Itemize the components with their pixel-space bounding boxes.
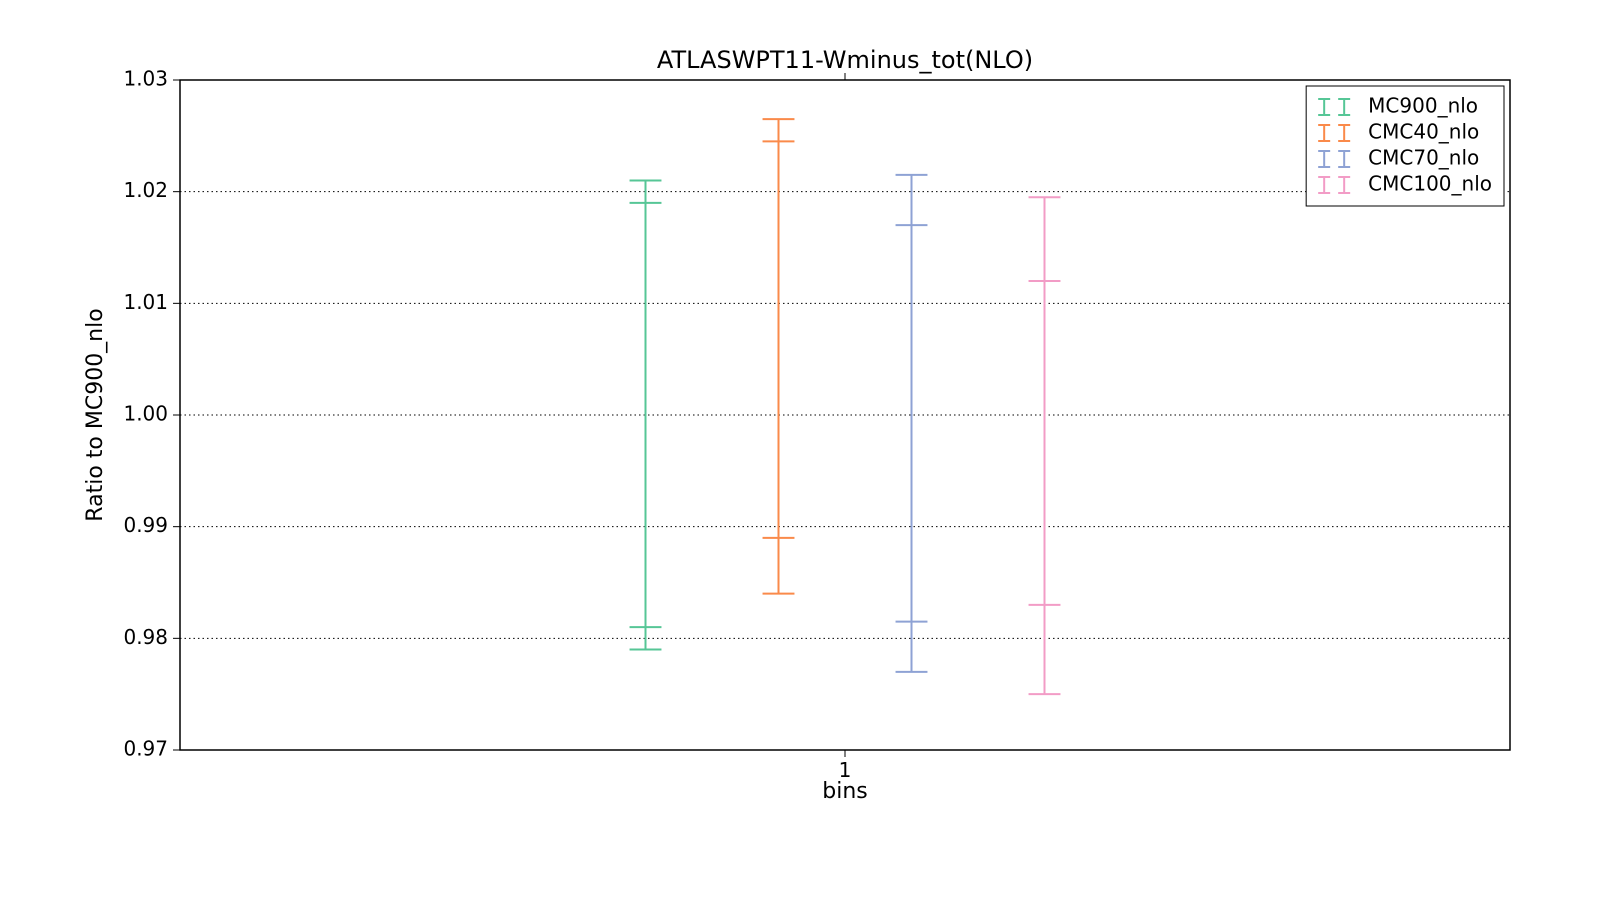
y-tick-label: 1.00 <box>123 402 168 426</box>
legend: MC900_nloCMC40_nloCMC70_nloCMC100_nlo <box>1306 86 1504 206</box>
chart-title: ATLASWPT11-Wminus_tot(NLO) <box>657 46 1033 74</box>
y-axis-label: Ratio to MC900_nlo <box>83 308 108 521</box>
y-tick-label: 0.97 <box>123 737 168 761</box>
legend-label: CMC40_nlo <box>1368 120 1479 144</box>
chart-svg: 0.970.980.991.001.011.021.031binsRatio t… <box>0 0 1600 900</box>
y-tick-label: 1.03 <box>123 67 168 91</box>
chart-container: 0.970.980.991.001.011.021.031binsRatio t… <box>0 0 1600 900</box>
y-tick-label: 0.98 <box>123 625 168 649</box>
y-tick-label: 0.99 <box>123 513 168 537</box>
x-axis-label: bins <box>822 779 867 804</box>
legend-label: CMC70_nlo <box>1368 146 1479 170</box>
legend-label: MC900_nlo <box>1368 94 1478 118</box>
y-tick-label: 1.01 <box>123 290 168 314</box>
y-tick-label: 1.02 <box>123 178 168 202</box>
legend-label: CMC100_nlo <box>1368 172 1492 196</box>
